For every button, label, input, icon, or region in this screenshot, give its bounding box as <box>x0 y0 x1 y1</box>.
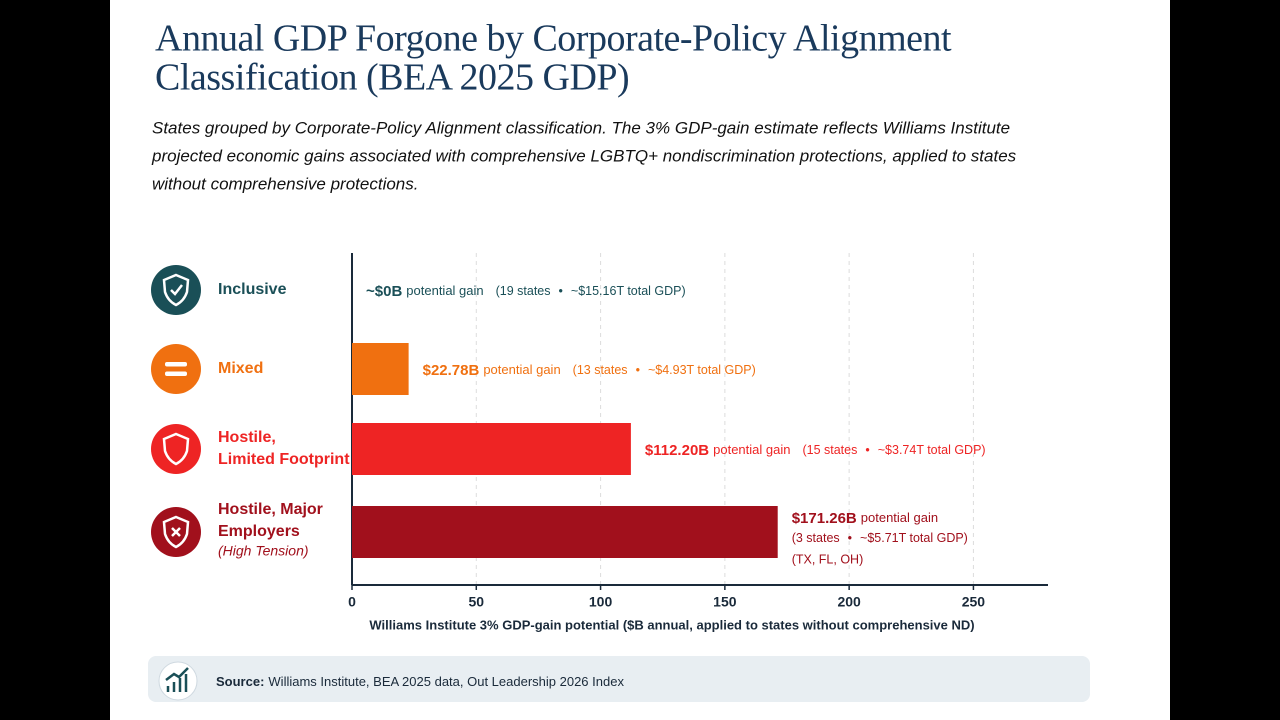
chart-title: Annual GDP Forgone by Corporate-Policy A… <box>155 18 952 60</box>
source-label: Source: <box>216 674 264 689</box>
value-states: (3 states <box>792 531 840 545</box>
value-gdp: ~$3.74T total GDP) <box>878 443 986 457</box>
value-gdp: ~$15.16T total GDP) <box>571 284 686 298</box>
icon-glyph <box>165 362 187 367</box>
icon-glyph <box>171 527 181 537</box>
value-states: (15 states <box>802 443 857 457</box>
value-label-gain: potential gain <box>861 510 938 525</box>
value-detail: (3 states • ~$5.71T total GDP) <box>792 531 968 545</box>
value-label-gain: potential gain <box>483 362 560 377</box>
value-separator: • <box>636 363 640 377</box>
chart-subtitle: without comprehensive protections. <box>152 174 418 193</box>
category-label: Hostile, <box>218 429 276 446</box>
value-separator: • <box>559 284 563 298</box>
page-background <box>110 0 1170 720</box>
value-separator: • <box>865 443 869 457</box>
value-gdp: ~$4.93T total GDP) <box>648 363 756 377</box>
value-label-number: ~$0B <box>366 283 402 300</box>
value-label: ~$0B potential gain (19 states • ~$15.16T to… <box>366 283 686 300</box>
category-label: Hostile, Major <box>218 501 323 518</box>
value-label: $22.78B potential gain (13 states • ~$4.93T … <box>423 362 756 379</box>
x-tick-label: 250 <box>962 594 986 610</box>
bar <box>352 423 631 475</box>
icon-glyph <box>162 515 190 549</box>
value-label-gain: potential gain <box>406 283 483 298</box>
category-icon <box>151 344 201 394</box>
category-label: Limited Footprint <box>218 451 350 468</box>
value-separator: • <box>848 531 852 545</box>
source-icon-chart <box>165 667 189 692</box>
category-label: Employers <box>218 523 300 540</box>
value-gdp: ~$5.71T total GDP) <box>860 531 968 545</box>
value-label-number: $112.20B <box>645 442 709 459</box>
icon-glyph <box>162 273 190 307</box>
value-label-number: $22.78B <box>423 362 480 379</box>
value-label: $171.26B potential gain <box>792 510 938 527</box>
category-label: Inclusive <box>218 281 287 298</box>
chart-subtitle: States grouped by Corporate-Policy Align… <box>152 118 1010 137</box>
x-tick-label: 100 <box>589 594 613 610</box>
source-value: Williams Institute, BEA 2025 data, Out L… <box>268 674 624 689</box>
bar <box>352 343 409 395</box>
icon-glyph <box>162 432 190 466</box>
source-text: Source: Williams Institute, BEA 2025 data… <box>216 674 624 689</box>
source-box <box>148 656 1090 702</box>
x-tick-label: 150 <box>713 594 737 610</box>
x-tick-label: 0 <box>348 594 356 610</box>
x-tick-label: 50 <box>468 594 484 610</box>
value-label-gain: potential gain <box>713 442 790 457</box>
icon-glyph <box>170 284 183 296</box>
value-label: $112.20B potential gain (15 states • ~$3.74T… <box>645 442 986 459</box>
category-icon <box>151 265 201 315</box>
bar <box>352 506 778 558</box>
category-label: Mixed <box>218 360 263 377</box>
value-states: (19 states <box>496 284 551 298</box>
value-states: (13 states <box>573 363 628 377</box>
value-detail-extra: (TX, FL, OH) <box>792 552 864 566</box>
chart-subtitle: projected economic gains associated with… <box>151 146 1017 165</box>
x-tick-label: 200 <box>837 594 861 610</box>
source-icon <box>158 661 198 701</box>
category-note: (High Tension) <box>218 543 309 559</box>
icon-glyph <box>165 371 187 376</box>
category-icon <box>151 424 201 474</box>
x-axis-title: Williams Institute 3% GDP-gain potential… <box>369 617 974 632</box>
value-label-number: $171.26B <box>792 510 857 527</box>
chart-title: Classification (BEA 2025 GDP) <box>155 57 629 99</box>
